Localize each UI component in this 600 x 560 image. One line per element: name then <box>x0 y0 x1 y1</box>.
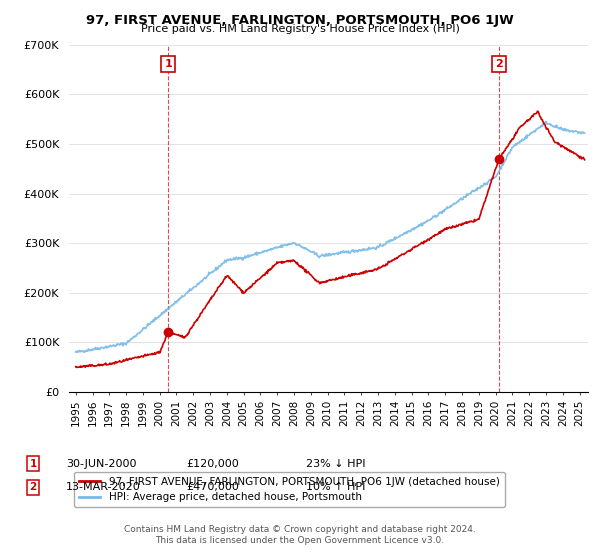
Text: £470,000: £470,000 <box>186 482 239 492</box>
Text: 13-MAR-2020: 13-MAR-2020 <box>66 482 141 492</box>
Text: 30-JUN-2000: 30-JUN-2000 <box>66 459 137 469</box>
Text: 2: 2 <box>29 482 37 492</box>
Text: Price paid vs. HM Land Registry's House Price Index (HPI): Price paid vs. HM Land Registry's House … <box>140 24 460 34</box>
Text: 23% ↓ HPI: 23% ↓ HPI <box>306 459 365 469</box>
Text: Contains HM Land Registry data © Crown copyright and database right 2024.
This d: Contains HM Land Registry data © Crown c… <box>124 525 476 545</box>
Text: 1: 1 <box>164 59 172 69</box>
Text: 97, FIRST AVENUE, FARLINGTON, PORTSMOUTH, PO6 1JW: 97, FIRST AVENUE, FARLINGTON, PORTSMOUTH… <box>86 14 514 27</box>
Text: 1: 1 <box>29 459 37 469</box>
Legend: 97, FIRST AVENUE, FARLINGTON, PORTSMOUTH, PO6 1JW (detached house), HPI: Average: 97, FIRST AVENUE, FARLINGTON, PORTSMOUTH… <box>74 472 505 507</box>
Text: 2: 2 <box>495 59 503 69</box>
Text: 10% ↑ HPI: 10% ↑ HPI <box>306 482 365 492</box>
Text: £120,000: £120,000 <box>186 459 239 469</box>
